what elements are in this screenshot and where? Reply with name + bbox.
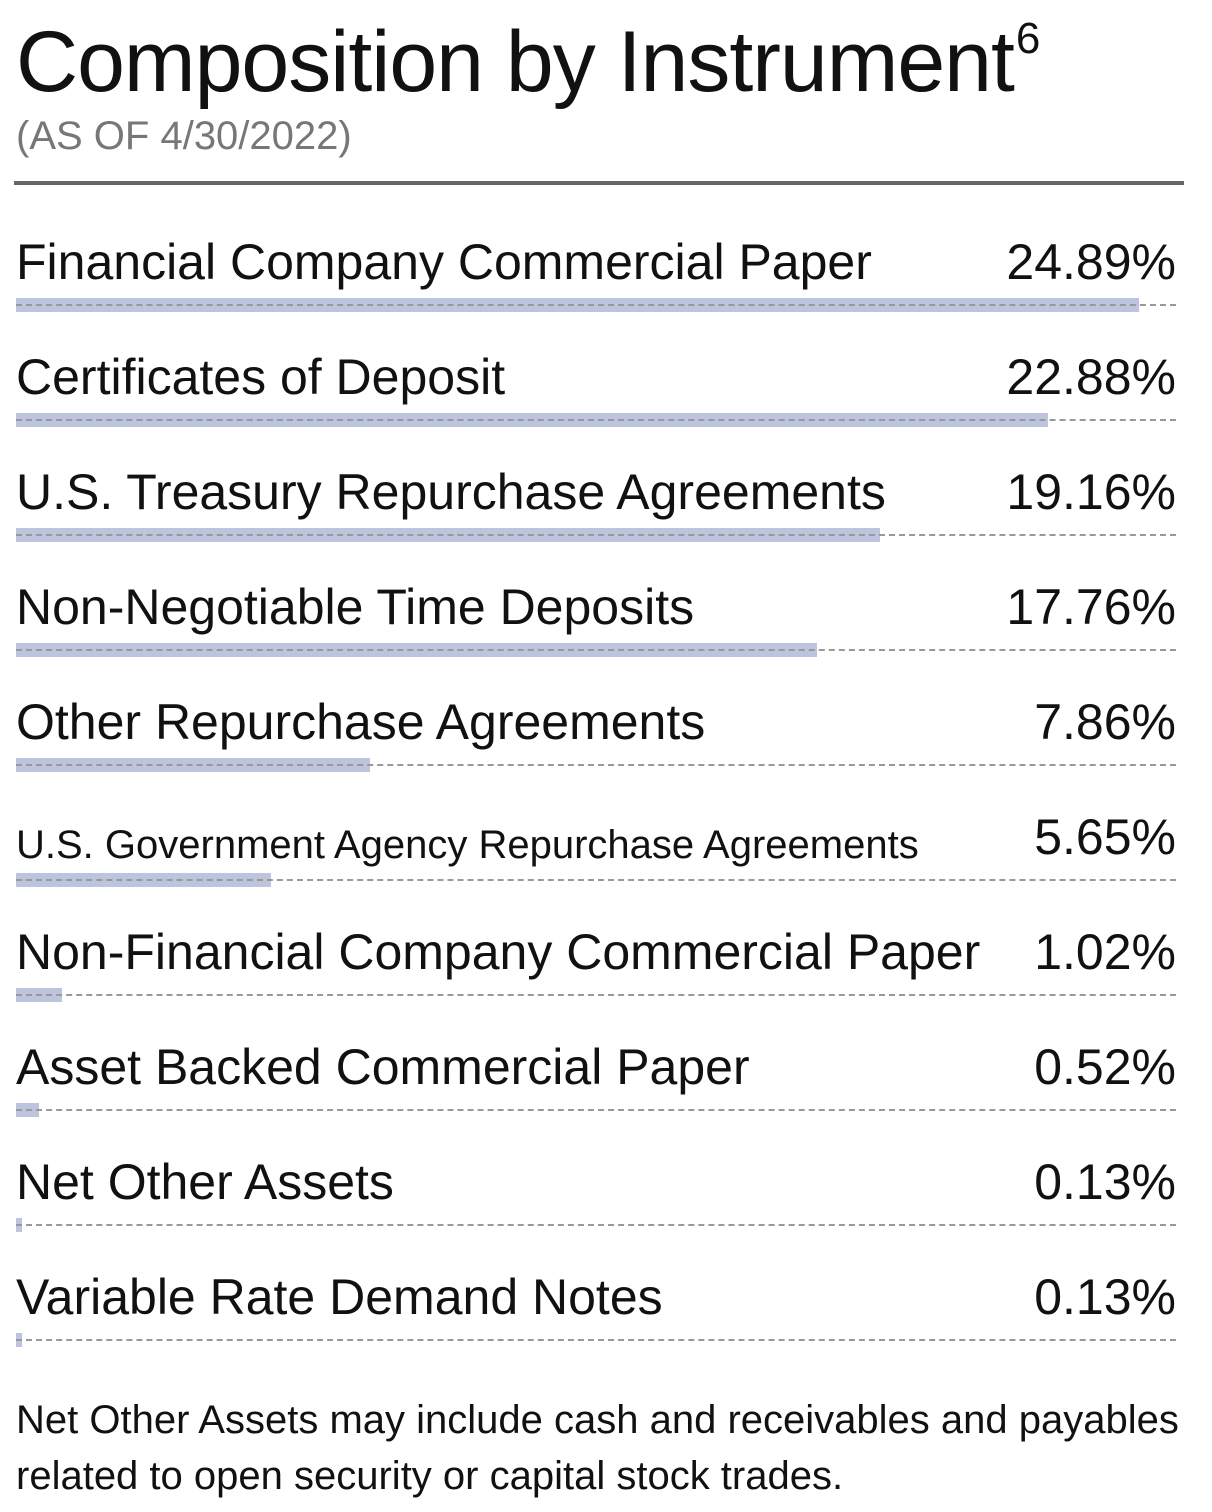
chart-title-text: Composition by Instrument — [16, 14, 1015, 110]
bar-category-label: U.S. Government Agency Repurchase Agreem… — [16, 823, 919, 867]
bar-value-label: 0.52% — [1034, 1039, 1176, 1095]
bar-row: Asset Backed Commercial Paper 0.52% — [0, 1037, 1212, 1152]
bar-track — [16, 1218, 1176, 1232]
dashed-guide-line — [16, 419, 1176, 421]
bar-category-label: Variable Rate Demand Notes — [16, 1269, 663, 1325]
bar-track — [16, 528, 1176, 542]
bar-value-label: 22.88% — [1006, 349, 1176, 405]
dashed-guide-line — [16, 649, 1176, 651]
bar-value-label: 17.76% — [1006, 579, 1176, 635]
bar-track — [16, 643, 1176, 657]
dashed-guide-line — [16, 764, 1176, 766]
bar-row: U.S. Treasury Repurchase Agreements 19.16… — [0, 462, 1212, 577]
bar-category-label: Asset Backed Commercial Paper — [16, 1039, 750, 1095]
bar-track — [16, 1103, 1176, 1117]
dashed-guide-line — [16, 1339, 1176, 1341]
bar-category-label: Net Other Assets — [16, 1154, 394, 1210]
bar-row: Other Repurchase Agreements 7.86% — [0, 692, 1212, 807]
dashed-guide-line — [16, 1109, 1176, 1111]
header-divider — [14, 181, 1184, 185]
bar-row: Variable Rate Demand Notes 0.13% — [0, 1267, 1212, 1382]
bar-value-label: 24.89% — [1006, 234, 1176, 290]
bar-value-label: 1.02% — [1034, 924, 1176, 980]
dashed-guide-line — [16, 994, 1176, 996]
bar-value-label: 0.13% — [1034, 1154, 1176, 1210]
footnote: Net Other Assets may include cash and re… — [16, 1398, 1179, 1498]
bar-row: Non-Negotiable Time Deposits 17.76% — [0, 577, 1212, 692]
bar-track — [16, 873, 1176, 887]
bar-category-label: Other Repurchase Agreements — [16, 694, 706, 750]
bar-track — [16, 988, 1176, 1002]
bar-row: Net Other Assets 0.13% — [0, 1152, 1212, 1267]
dashed-guide-line — [16, 534, 1176, 536]
bar-row: Non-Financial Company Commercial Paper 1.… — [0, 922, 1212, 1037]
dashed-guide-line — [16, 304, 1176, 306]
chart-title: Composition by Instrument6 — [16, 14, 1041, 110]
dashed-guide-line — [16, 879, 1176, 881]
chart-subtitle: (AS OF 4/30/2022) — [16, 114, 352, 158]
bar-category-label: Financial Company Commercial Paper — [16, 234, 872, 290]
bar-row: Certificates of Deposit 22.88% — [0, 347, 1212, 462]
bar-category-label: Non-Financial Company Commercial Paper — [16, 924, 981, 980]
bar-value-label: 0.13% — [1034, 1269, 1176, 1325]
bar-track — [16, 758, 1176, 772]
bar-track — [16, 298, 1176, 312]
bar-track — [16, 1333, 1176, 1347]
bar-value-label: 7.86% — [1034, 694, 1176, 750]
bar-row: U.S. Government Agency Repurchase Agreem… — [0, 807, 1212, 922]
bar-value-label: 5.65% — [1034, 809, 1176, 865]
bar-category-label: Certificates of Deposit — [16, 349, 506, 405]
bar-track — [16, 413, 1176, 427]
bar-category-label: U.S. Treasury Repurchase Agreements — [16, 464, 886, 520]
composition-bar-list: Financial Company Commercial Paper 24.89%… — [0, 232, 1212, 1382]
bar-value-label: 19.16% — [1006, 464, 1176, 520]
bar-category-label: Non-Negotiable Time Deposits — [16, 579, 695, 635]
title-footnote-marker: 6 — [1015, 14, 1041, 63]
bar-row: Financial Company Commercial Paper 24.89% — [0, 232, 1212, 347]
dashed-guide-line — [16, 1224, 1176, 1226]
